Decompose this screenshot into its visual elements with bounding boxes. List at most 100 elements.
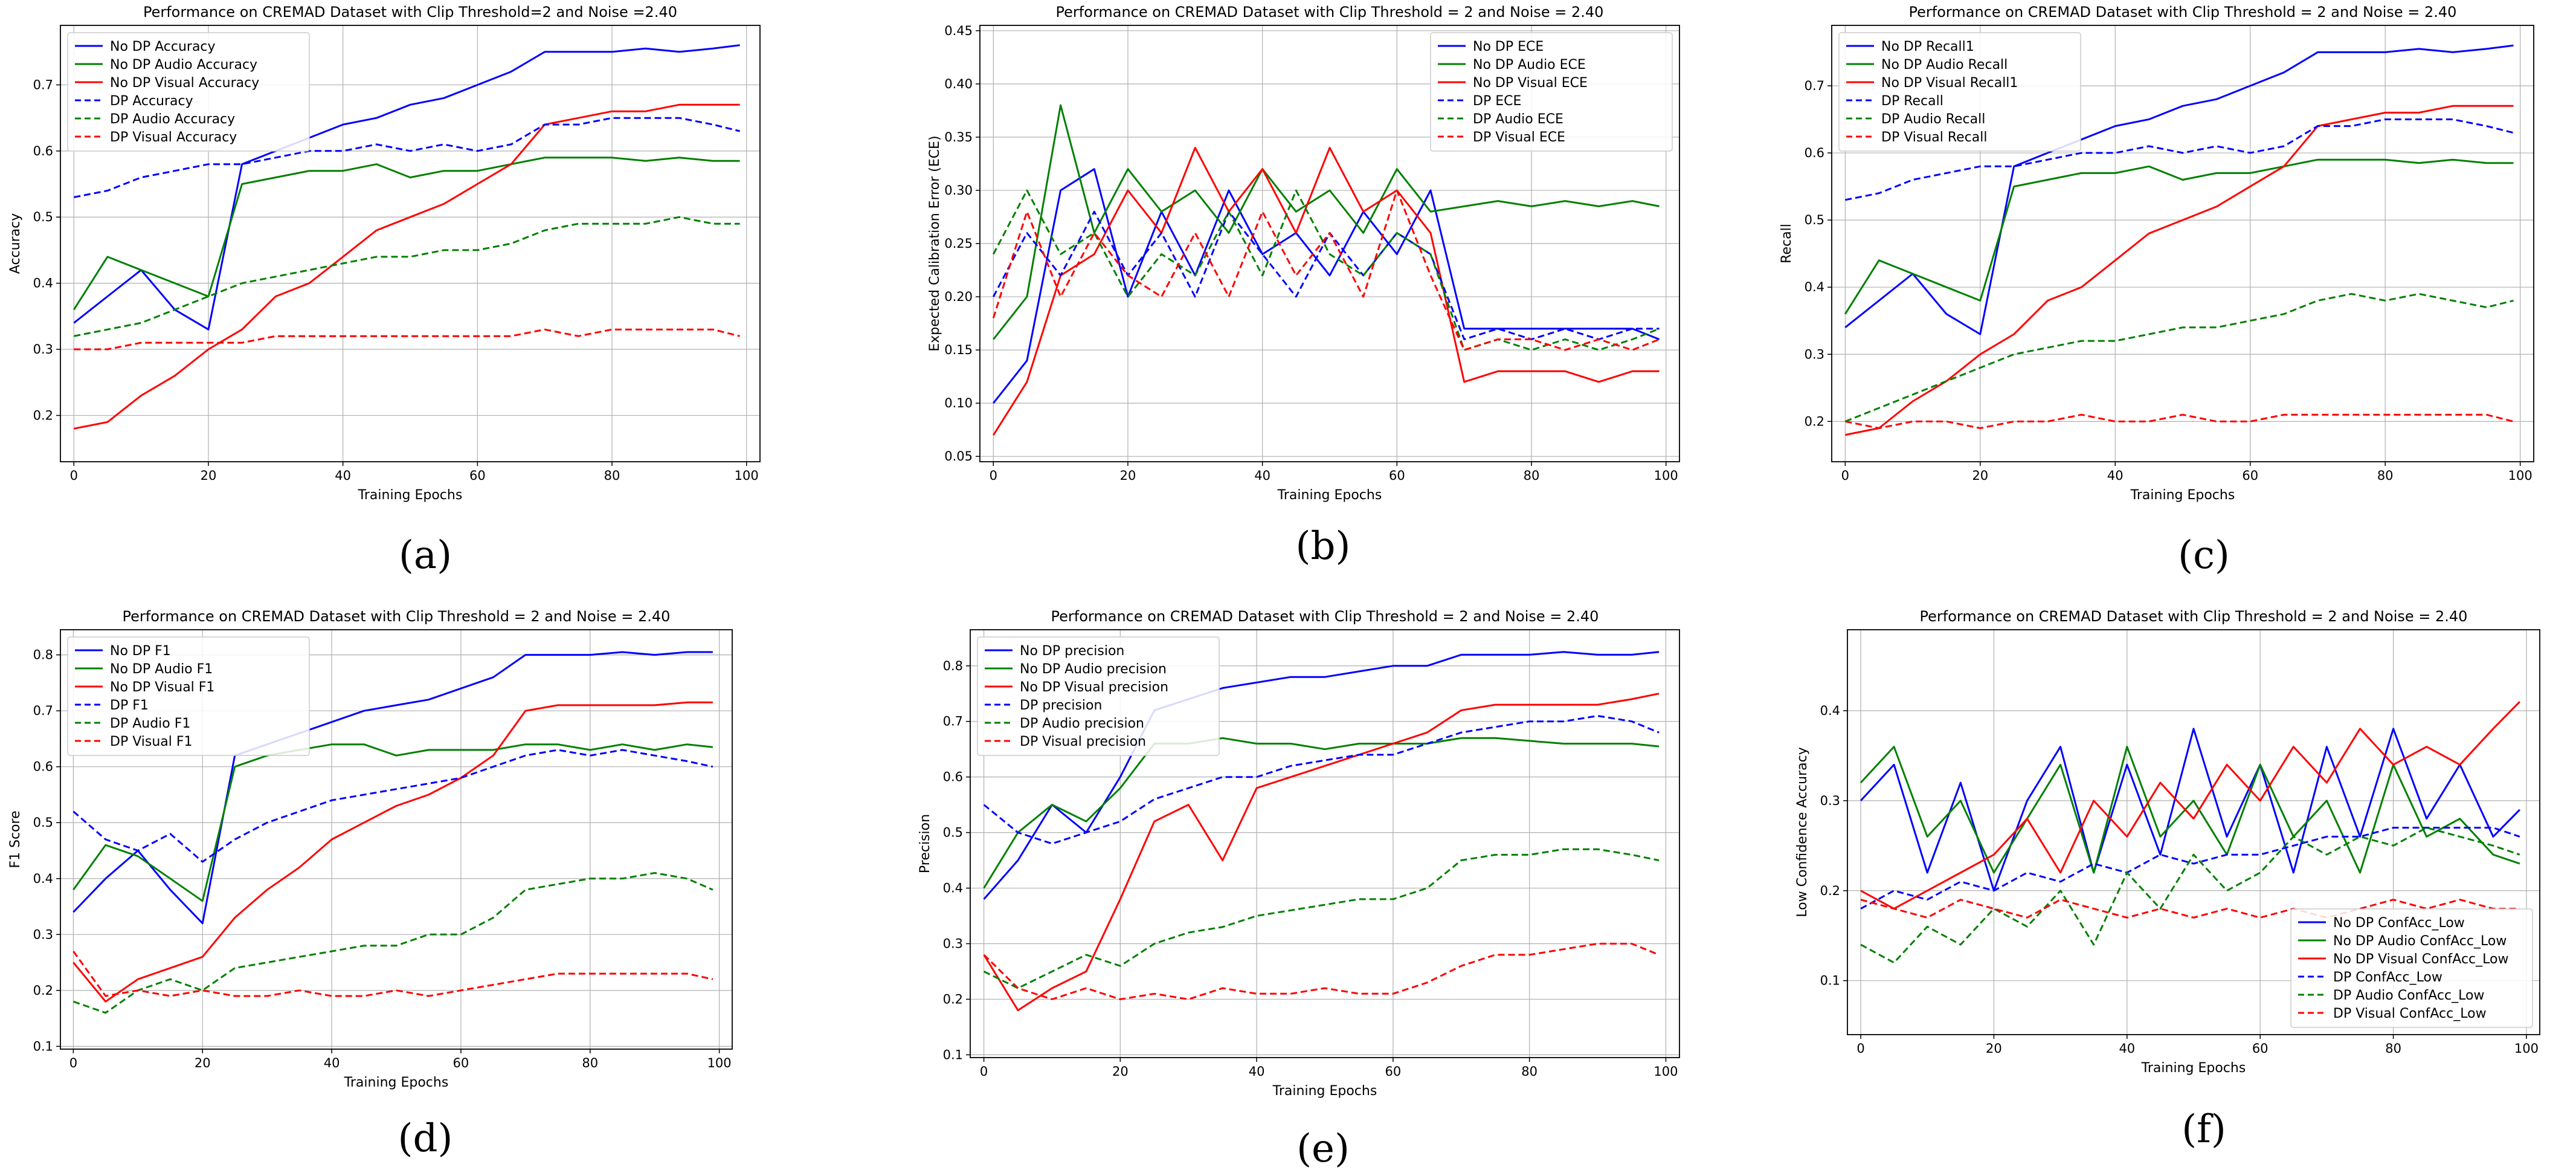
x-tick-label: 60 [469, 468, 486, 483]
x-tick-label: 40 [1249, 1064, 1265, 1079]
legend-entry: No DP ECE [1473, 39, 1544, 54]
y-tick-label: 0.20 [944, 289, 973, 304]
plot-frame-f [1847, 629, 2540, 1035]
series-line-b-4 [992, 189, 1660, 351]
x-tick-label: 20 [1120, 468, 1136, 483]
y-tick-label: 0.6 [1805, 146, 1824, 160]
panel-a: Performance on CREMAD Dataset with Clip … [8, 4, 761, 578]
y-tick-label: 0.3 [33, 342, 53, 357]
panel-b: Performance on CREMAD Dataset with Clip … [927, 4, 1680, 569]
y-tick-label: 0.15 [944, 343, 973, 357]
legend-c: No DP Recall1 No DP Audio Recall No DP Vis… [1838, 32, 2081, 152]
x-tick-label: 40 [2107, 468, 2124, 483]
series-line-d-0 [72, 651, 713, 925]
y-tick-label: 0.40 [944, 77, 973, 91]
chart-title-f: Performance on CREMAD Dataset with Clip … [1920, 608, 2468, 625]
y-tick-label: 0.5 [943, 826, 963, 840]
legend-a: No DP Accuracy No DP Audio Accuracy No DP … [67, 32, 310, 152]
legend-entry: No DP Visual Recall1 [1881, 76, 2018, 91]
y-tick-label: 0.4 [1820, 703, 1840, 718]
x-tick-label: 80 [1524, 468, 1540, 483]
y-tick-label: 0.2 [33, 983, 53, 998]
panel-caption-b: (b) [1296, 524, 1351, 569]
legend-box [67, 32, 310, 152]
y-tick-label: 0.2 [943, 992, 963, 1006]
series-line-a-0 [73, 44, 740, 331]
series-line-b-2 [993, 147, 1660, 436]
legend-e: No DP precision No DP Audio precision No D… [977, 636, 1220, 756]
y-tick-label: 0.6 [33, 760, 53, 774]
series-line-f-2 [1860, 701, 2520, 910]
series-group-b [992, 104, 1660, 436]
series-line-d-1 [72, 743, 713, 902]
series-line-e-1 [983, 737, 1660, 889]
series-line-c-5 [1845, 413, 2514, 429]
y-tick-label: 0.35 [944, 130, 973, 144]
series-line-d-5 [72, 951, 713, 997]
legend-entry: DP Visual Accuracy [110, 130, 237, 145]
legend-entry: DP Audio F1 [110, 716, 190, 731]
x-tick-label: 0 [980, 1064, 988, 1079]
legend-box [1430, 32, 1673, 152]
y-tick-label: 0.3 [1820, 793, 1840, 808]
legend-box [2290, 908, 2533, 1028]
panel-d: Performance on CREMAD Dataset with Clip … [8, 608, 733, 1161]
legend-entry: DP Visual precision [1020, 734, 1146, 749]
series-line-d-2 [72, 701, 713, 1003]
series-line-f-0 [1860, 728, 2520, 892]
x-tick-label: 40 [1254, 468, 1270, 483]
x-tick-label: 0 [1856, 1041, 1864, 1056]
y-axis-label-d: F1 Score [8, 810, 23, 868]
series-line-a-2 [74, 103, 740, 430]
plot-frame-d [60, 629, 733, 1050]
y-axis-label-f: Low Confidence Accuracy [1795, 747, 1810, 917]
x-tick-label: 0 [990, 468, 997, 483]
x-tick-label: 100 [707, 1056, 732, 1070]
panel-c: Performance on CREMAD Dataset with Clip … [1779, 4, 2534, 578]
panel-caption-c: (c) [2178, 533, 2230, 578]
x-tick-label: 80 [2385, 1041, 2401, 1056]
legend-entry: No DP Audio F1 [110, 662, 213, 677]
series-line-e-2 [983, 693, 1660, 1012]
x-axis-label-b: Training Epochs [1277, 488, 1382, 503]
series-group-c [1844, 44, 2514, 436]
x-tick-label: 80 [1521, 1064, 1538, 1079]
series-line-a-5 [74, 328, 740, 351]
legend-entry: No DP Accuracy [110, 39, 216, 54]
series-line-e-5 [983, 943, 1660, 1000]
y-tick-label: 0.2 [1820, 884, 1840, 898]
y-axis-label-a: Accuracy [8, 213, 23, 274]
legend-entry: No DP Audio Accuracy [110, 57, 257, 73]
y-tick-label: 0.10 [944, 396, 973, 410]
x-tick-label: 20 [1972, 468, 1988, 483]
y-tick-label: 0.30 [944, 183, 973, 198]
y-tick-label: 0.4 [1805, 280, 1824, 294]
x-tick-label: 80 [604, 468, 620, 483]
y-tick-label: 0.6 [943, 770, 963, 784]
series-line-e-3 [983, 715, 1660, 845]
series-line-c-0 [1844, 44, 2514, 335]
series-line-e-4 [983, 848, 1660, 989]
legend-entry: DP Accuracy [110, 94, 193, 109]
legend-entry: No DP Visual ConfAcc_Low [2333, 952, 2508, 967]
y-tick-label: 0.2 [1805, 414, 1824, 428]
y-tick-label: 0.7 [943, 714, 963, 729]
x-tick-label: 0 [69, 1056, 77, 1070]
y-tick-label: 0.4 [943, 881, 963, 896]
legend-entry: No DP Visual precision [1020, 680, 1168, 695]
series-line-c-3 [1845, 118, 2514, 201]
y-tick-label: 0.2 [33, 408, 53, 422]
legend-entry: No DP ConfAcc_Low [2333, 916, 2465, 931]
y-tick-label: 0.1 [33, 1039, 53, 1053]
legend-entry: DP Audio ConfAcc_Low [2333, 988, 2484, 1003]
y-axis-label-b: Expected Calibration Error (ECE) [927, 135, 942, 351]
y-tick-label: 0.3 [943, 937, 963, 951]
y-tick-label: 0.7 [33, 703, 53, 718]
legend-entry: DP Audio Accuracy [110, 112, 235, 127]
legend-entry: DP Visual ConfAcc_Low [2333, 1006, 2487, 1021]
y-tick-label: 0.25 [944, 236, 973, 251]
panel-f: Performance on CREMAD Dataset with Clip … [1795, 608, 2540, 1152]
chart-title-a: Performance on CREMAD Dataset with Clip … [143, 4, 677, 21]
series-group-e [983, 651, 1660, 1012]
